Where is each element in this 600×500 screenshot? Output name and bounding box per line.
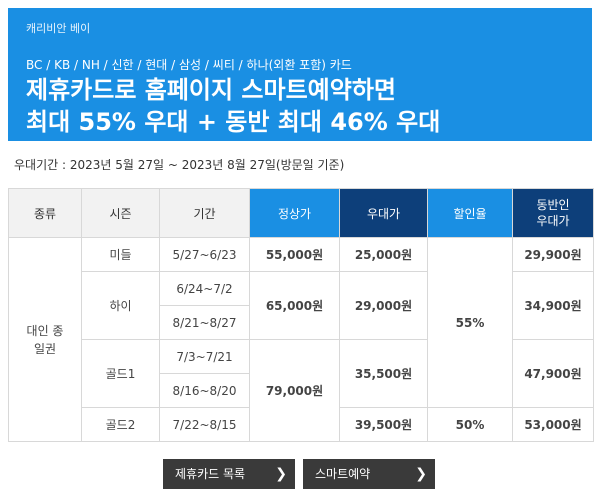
table-row: 골드2 7/22~8/15 39,500원 50% 53,000원 — [9, 407, 594, 442]
cell-type: 대인 종일권 — [8, 237, 82, 442]
cell-regular-price: 79,000원 — [249, 339, 340, 442]
cell-discount-rate: 50% — [427, 407, 513, 442]
table-header-row: 종류 시즌 기간 정상가 우대가 할인율 동반인 우대가 — [8, 188, 594, 238]
cell-dates: 8/16~8/20 — [159, 373, 250, 408]
header-dates: 기간 — [159, 188, 250, 238]
cell-dates: 7/3~7/21 — [159, 339, 250, 374]
cell-discount-price: 29,000원 — [339, 271, 428, 340]
card-list-label: 제휴카드 목록 — [175, 467, 246, 481]
table-row: 하이 6/24~7/2 65,000원 29,000원 34,900원 — [9, 271, 594, 340]
headline-line-1: 제휴카드로 홈페이지 스마트예약하면 — [26, 76, 396, 104]
cell-dates: 7/22~8/15 — [159, 407, 250, 442]
cell-regular-price: 65,000원 — [249, 271, 340, 340]
cell-season-middle: 미들 — [81, 237, 160, 272]
header-companion-label: 동반인 우대가 — [536, 198, 570, 228]
table-row: 8/16~8/20 — [9, 373, 594, 408]
cell-companion-price: 53,000원 — [512, 407, 594, 442]
cell-companion-price: 47,900원 — [512, 339, 594, 408]
header-discount-rate: 할인율 — [427, 188, 513, 238]
smart-reservation-label: 스마트예약 — [315, 467, 371, 481]
table-row: 골드1 7/3~7/21 79,000원 35,500원 47,900원 — [9, 339, 594, 442]
promo-period: 우대기간 : 2023년 5월 27일 ~ 2023년 8월 27일(방문일 기… — [14, 158, 345, 172]
table-row: 8/21~8/27 — [9, 305, 594, 340]
header-type: 종류 — [8, 188, 82, 238]
header-regular-price: 정상가 — [249, 188, 340, 238]
headline-line-2: 최대 55% 우대 + 동반 최대 46% 우대 — [26, 108, 441, 136]
table-row: 대인 종일권 미들 5/27~6/23 55,000원 25,000원 55% … — [8, 237, 594, 442]
cell-discount-price: 25,000원 — [339, 237, 428, 272]
card-list-button[interactable]: 제휴카드 목록 ❯ — [163, 459, 295, 489]
header-companion-price: 동반인 우대가 — [512, 188, 594, 238]
promo-banner: 캐리비안 베이 BC / KB / NH / 신한 / 현대 / 삼성 / 씨티… — [8, 8, 592, 141]
cell-regular-price: 55,000원 — [249, 237, 340, 272]
cell-discount-price: 35,500원 — [339, 339, 428, 408]
type-label: 대인 종일권 — [26, 323, 64, 356]
banner-headline: 제휴카드로 홈페이지 스마트예약하면 최대 55% 우대 + 동반 최대 46%… — [26, 74, 440, 138]
header-season: 시즌 — [81, 188, 160, 238]
header-discount-price: 우대가 — [339, 188, 428, 238]
cell-dates: 6/24~7/2 — [159, 271, 250, 306]
cell-companion-price: 34,900원 — [512, 271, 594, 340]
action-buttons: 제휴카드 목록 ❯ 스마트예약 ❯ — [163, 459, 435, 489]
cell-season-gold2: 골드2 — [81, 407, 160, 442]
cell-dates: 8/21~8/27 — [159, 305, 250, 340]
cell-dates: 5/27~6/23 — [159, 237, 250, 272]
chevron-right-icon: ❯ — [275, 466, 287, 482]
smart-reservation-button[interactable]: 스마트예약 ❯ — [303, 459, 435, 489]
cell-discount-rate: 55% — [427, 237, 513, 408]
cell-season-high: 하이 — [81, 271, 160, 340]
brand-name: 캐리비안 베이 — [26, 22, 91, 35]
chevron-right-icon: ❯ — [415, 466, 427, 482]
price-table: 종류 시즌 기간 정상가 우대가 할인율 동반인 우대가 대인 종일권 미들 5… — [8, 188, 594, 442]
cell-discount-price: 39,500원 — [339, 407, 428, 442]
cell-season-gold1: 골드1 — [81, 339, 160, 408]
partner-cards-line: BC / KB / NH / 신한 / 현대 / 삼성 / 씨티 / 하나(외환… — [26, 58, 352, 72]
cell-companion-price: 29,900원 — [512, 237, 594, 272]
